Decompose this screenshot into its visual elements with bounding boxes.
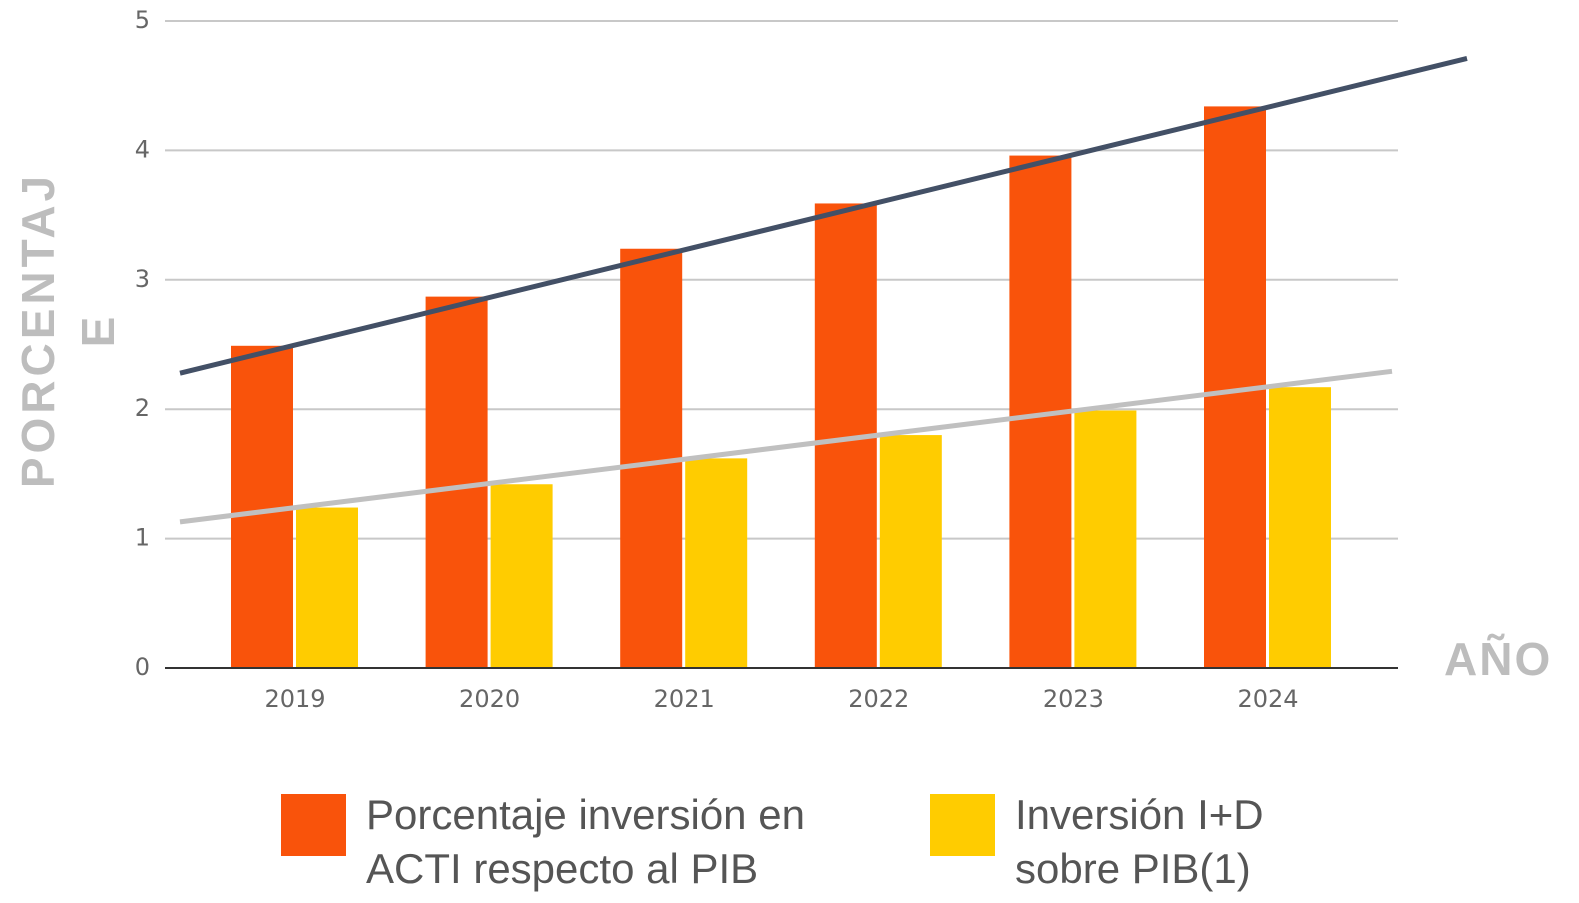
bar xyxy=(879,435,942,668)
legend-label: Inversión I+D sobre PIB(1) xyxy=(1015,791,1264,892)
bar xyxy=(685,458,748,668)
trendline xyxy=(179,56,1468,376)
bar xyxy=(1269,387,1331,668)
x-tick-label: 2023 xyxy=(1043,685,1104,713)
x-tick-label: 2021 xyxy=(654,685,715,713)
y-tick-label: 0 xyxy=(135,653,150,681)
legend-label: Porcentaje inversión en ACTI respecto al… xyxy=(366,791,805,892)
y-tick-label: 5 xyxy=(135,6,150,34)
y-tick-label: 1 xyxy=(135,524,150,552)
y-axis-label: PORCENTAJE xyxy=(12,171,124,489)
x-tick-label: 2022 xyxy=(848,685,909,713)
bar xyxy=(490,484,553,668)
legend-swatch xyxy=(930,794,995,856)
bar xyxy=(296,507,358,668)
y-tick-label: 2 xyxy=(135,394,150,422)
legend-swatch xyxy=(281,794,346,856)
x-axis-label: AÑO xyxy=(1444,633,1553,685)
x-tick-label: 2019 xyxy=(264,685,325,713)
x-tick-label: 2024 xyxy=(1237,685,1298,713)
y-tick-label: 3 xyxy=(135,265,150,293)
bar xyxy=(425,296,488,668)
trendline xyxy=(179,368,1393,525)
y-tick-label: 4 xyxy=(135,135,150,163)
bar xyxy=(1074,410,1137,668)
x-tick-label: 2020 xyxy=(459,685,520,713)
